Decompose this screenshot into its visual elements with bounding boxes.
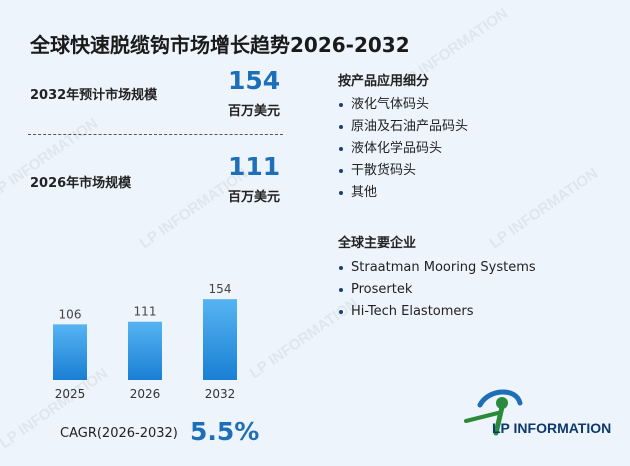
segment-item: 原油及石油产品码头: [338, 116, 468, 138]
bar-2032: [203, 299, 237, 380]
bar-chart: 106 2025 111 2026 154 2032: [53, 282, 237, 401]
watermark: LP INFORMATION: [486, 164, 602, 253]
company-item: Prosertek: [338, 279, 536, 301]
logo-text: LP INFORMATION: [492, 420, 612, 436]
x-tick-label: 2026: [130, 387, 161, 401]
x-tick-label: 2032: [205, 387, 236, 401]
divider: [28, 134, 283, 135]
segment-item: 液化气体码头: [338, 94, 468, 116]
bar-value-label: 111: [134, 305, 157, 319]
companies-list: Straatman Mooring Systems Prosertek Hi-T…: [338, 257, 536, 323]
cagr-label: CAGR(2026-2032): [60, 426, 178, 441]
bar-2025: [53, 324, 87, 380]
company-item: Straatman Mooring Systems: [338, 257, 536, 279]
stat-unit-2026: 百万美元: [228, 190, 281, 205]
segment-item: 其他: [338, 182, 468, 204]
bar-value-label: 154: [209, 282, 232, 296]
segments-title: 按产品应用细分: [338, 74, 430, 89]
bar-2026: [128, 321, 162, 380]
stat-value-2026: 111: [228, 152, 281, 181]
segment-item: 干散货码头: [338, 160, 468, 182]
stat-label-2032: 2032年预计市场规模: [30, 88, 158, 103]
companies-title: 全球主要企业: [338, 236, 417, 251]
page-title: 全球快速脱缆钩市场增长趋势2026-2032: [30, 33, 410, 57]
cagr-value: 5.5%: [190, 417, 260, 446]
stat-label-2026: 2026年市场规模: [30, 176, 132, 191]
x-tick-label: 2025: [55, 387, 86, 401]
company-item: Hi-Tech Elastomers: [338, 301, 536, 323]
bar-value-label: 106: [59, 307, 82, 321]
stat-value-2032: 154: [228, 66, 281, 95]
lp-logo-icon: [464, 389, 523, 436]
segments-list: 液化气体码头 原油及石油产品码头 液体化学品码头 干散货码头 其他: [338, 94, 468, 204]
segment-item: 液体化学品码头: [338, 138, 468, 160]
stat-unit-2032: 百万美元: [228, 104, 281, 119]
